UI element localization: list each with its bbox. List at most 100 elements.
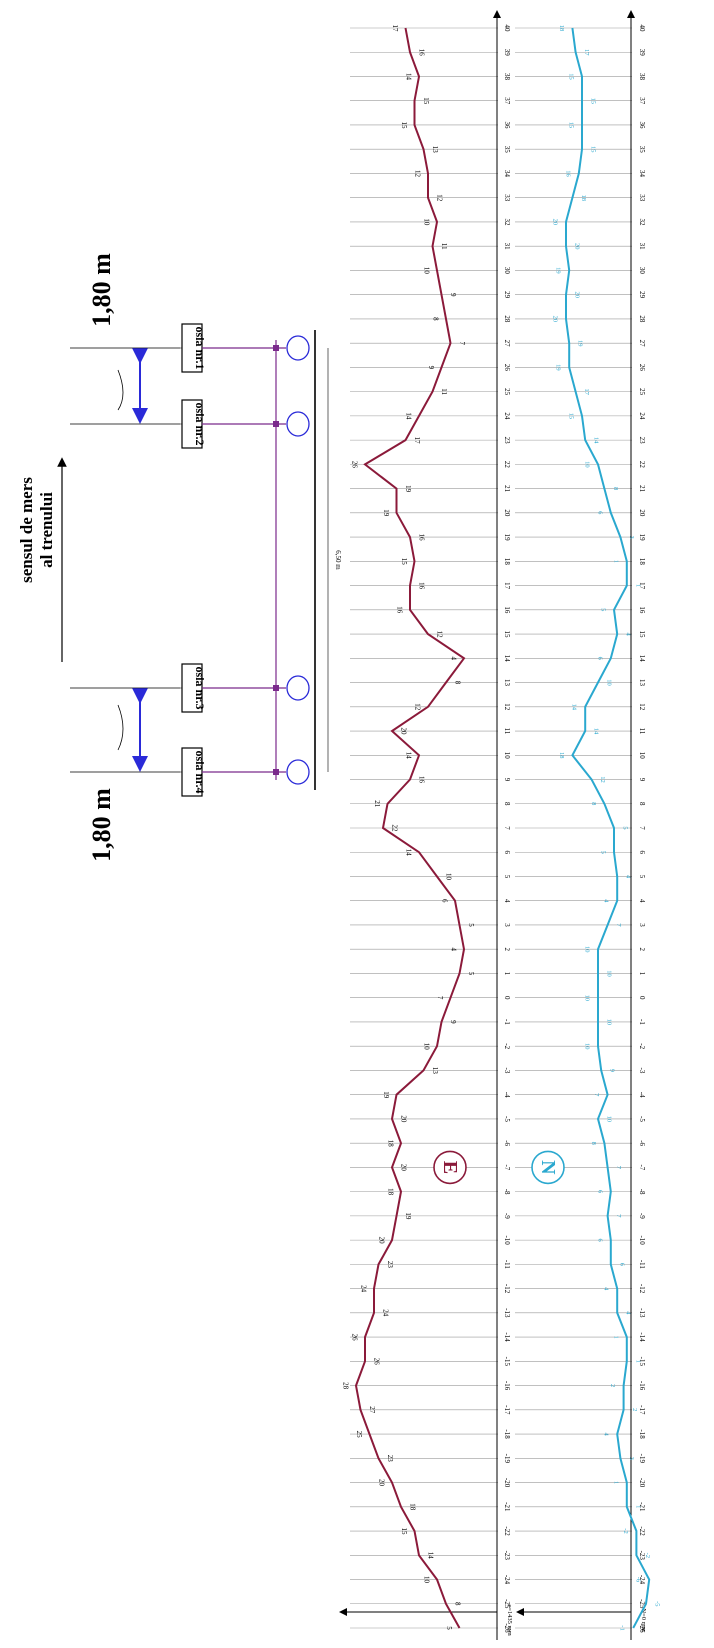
data-label: 5	[467, 923, 475, 927]
tick-label: 11	[503, 728, 511, 735]
tick-label: 1	[638, 972, 646, 976]
tick-label: -24	[503, 1575, 511, 1585]
tick-label: -24	[638, 1575, 646, 1585]
data-label: 20	[399, 728, 407, 736]
data-label: 11	[440, 388, 448, 395]
data-label: -2	[644, 1553, 651, 1558]
data-label: 8	[590, 802, 597, 805]
tick-label: 15	[503, 631, 511, 639]
tick-label: 28	[503, 315, 511, 323]
tick-label: 8	[638, 802, 646, 806]
tick-label: -21	[503, 1502, 511, 1512]
data-label: 5	[622, 826, 629, 829]
axle-label: osia nr.2	[193, 403, 207, 446]
tick-label: -16	[638, 1381, 646, 1391]
data-label: 17	[413, 437, 421, 445]
data-label: 4	[603, 1287, 610, 1291]
data-label: 6	[596, 657, 603, 661]
tick-label: -23	[503, 1551, 511, 1561]
data-label: 12	[599, 776, 606, 783]
tick-label: 1	[503, 972, 511, 976]
data-label: 16	[417, 582, 425, 590]
data-label: 18	[408, 1503, 416, 1511]
tick-label: 22	[638, 461, 646, 469]
tick-label: -9	[638, 1213, 646, 1219]
tick-label: 31	[503, 243, 511, 251]
data-label: 10	[584, 946, 591, 953]
tick-label: 6	[638, 850, 646, 854]
data-label: 4	[625, 875, 632, 879]
chart-e: -26-25-24-23-22-21-20-19-18-17-16-15-14-…	[339, 10, 513, 1640]
wheel-circle	[286, 759, 310, 785]
tick-label: 25	[638, 388, 646, 396]
data-label: 19	[382, 509, 390, 517]
tick-label: -26	[638, 1623, 646, 1633]
data-label: 1	[612, 1335, 619, 1338]
data-label: 8	[612, 487, 619, 490]
data-label: 4	[603, 899, 610, 903]
tick-label: -23	[638, 1551, 646, 1561]
tick-label: 2	[503, 947, 511, 951]
wheelbase-label: 6,50 m	[334, 550, 342, 570]
tick-label: 4	[503, 899, 511, 903]
axle-label: osia nr.4	[193, 751, 207, 794]
tick-label: -18	[638, 1429, 646, 1439]
tick-label: 21	[638, 485, 646, 493]
tick-label: -3	[638, 1068, 646, 1074]
tick-label: 19	[503, 534, 511, 542]
data-label: 15	[568, 413, 575, 420]
axle-4: osia nr.4	[70, 747, 310, 797]
data-label: -2	[622, 1528, 629, 1533]
tick-label: 37	[503, 97, 511, 105]
tick-label: 7	[638, 826, 646, 830]
tick-label: -1	[638, 1019, 646, 1025]
data-label: 19	[555, 364, 562, 371]
data-label: 10	[584, 994, 591, 1001]
tick-label: -25	[638, 1599, 646, 1609]
tick-label: -5	[638, 1116, 646, 1122]
data-label: 10	[584, 1043, 591, 1050]
tick-label: 38	[638, 73, 646, 81]
tick-label: 20	[503, 509, 511, 517]
tick-label: -26	[503, 1623, 511, 1633]
data-label: 20	[399, 1115, 407, 1123]
tick-label: -19	[503, 1454, 511, 1464]
data-label: 7	[615, 1214, 622, 1218]
data-label: 19	[404, 485, 412, 493]
tick-label: 40	[638, 25, 646, 33]
data-label: 1	[612, 1481, 619, 1484]
tick-label: 10	[638, 752, 646, 760]
data-label: 18	[386, 1188, 394, 1196]
badge-text: E	[439, 1161, 461, 1174]
data-label: 16	[417, 49, 425, 57]
data-label: 12	[435, 194, 443, 202]
tick-label: 9	[638, 778, 646, 782]
axle-label: osia nr.3	[193, 667, 207, 710]
series-line-e	[354, 27, 466, 1629]
data-label: 8	[590, 1142, 597, 1145]
tick-label: -6	[503, 1140, 511, 1146]
tick-label: 5	[638, 875, 646, 879]
data-label: 13	[431, 146, 439, 154]
dimension-arc-bottom	[117, 704, 124, 751]
data-label: 4	[449, 947, 457, 951]
tick-label: 24	[503, 412, 511, 420]
wheel-circle	[286, 335, 310, 361]
axle-3: osia nr.3	[70, 663, 310, 713]
data-label: 9	[609, 1069, 616, 1072]
tick-label: -11	[638, 1260, 646, 1270]
data-label: 19	[577, 340, 584, 347]
tick-label: 27	[638, 340, 646, 348]
data-label: 1	[634, 584, 641, 587]
data-label: 11	[440, 243, 448, 250]
axle-bearing	[273, 685, 279, 691]
tick-label: 26	[638, 364, 646, 372]
data-label: 6	[440, 899, 448, 903]
data-label: 14	[404, 412, 412, 420]
tick-label: -13	[638, 1308, 646, 1318]
tick-label: -12	[638, 1284, 646, 1294]
data-label: 7	[615, 923, 622, 927]
tick-label: -20	[503, 1478, 511, 1488]
tick-label: -19	[638, 1454, 646, 1464]
data-label: 9	[449, 293, 457, 297]
